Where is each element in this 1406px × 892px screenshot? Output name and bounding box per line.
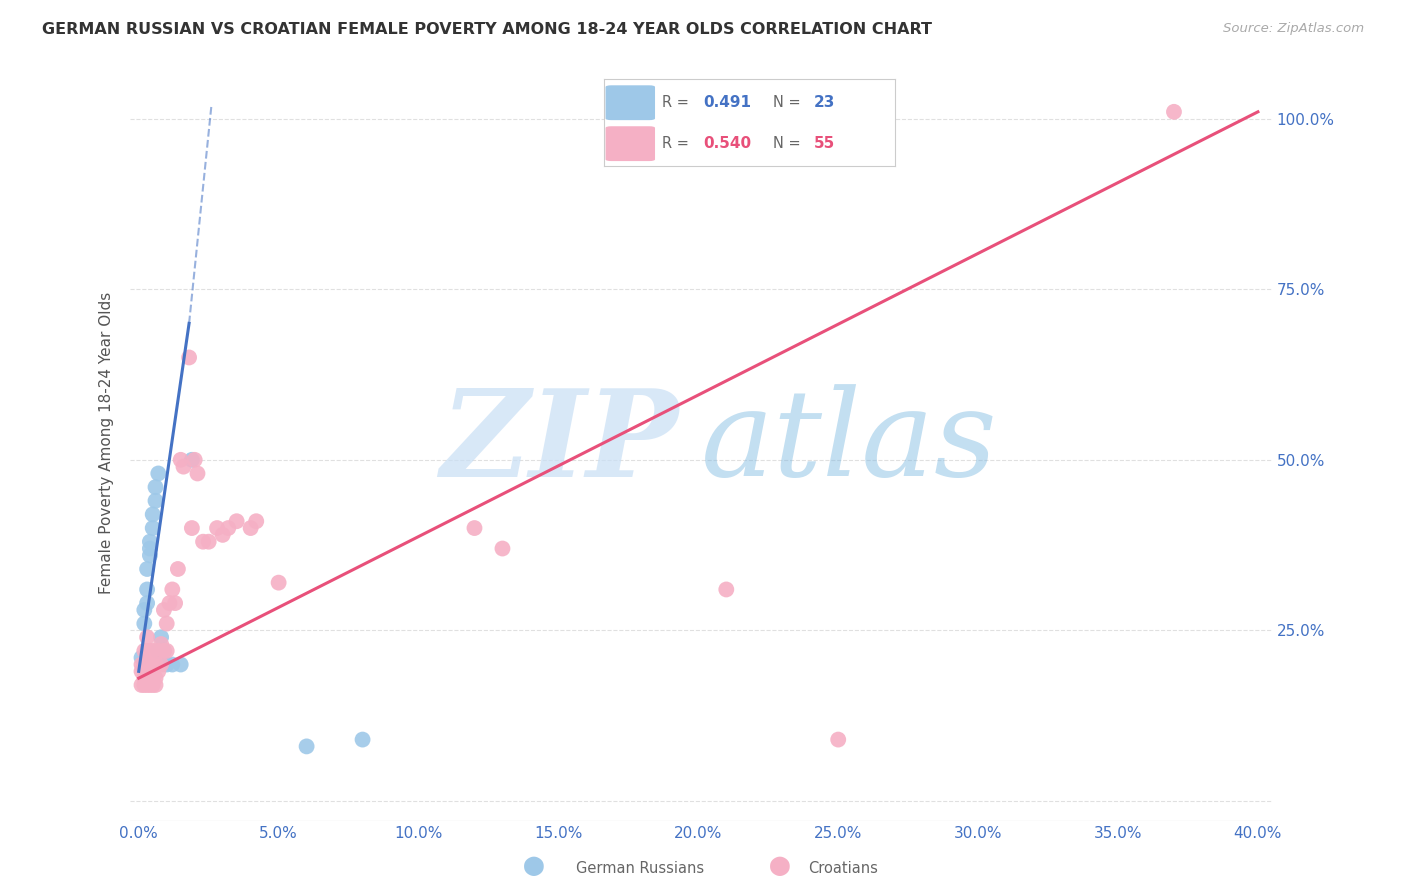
Point	[150, 637, 173, 651]
Point	[177, 351, 200, 365]
Point	[156, 616, 179, 631]
Point	[827, 732, 849, 747]
Point	[139, 671, 162, 685]
Point	[180, 452, 202, 467]
Point	[139, 534, 162, 549]
Point	[136, 582, 159, 597]
Point	[267, 575, 290, 590]
Point	[150, 657, 173, 672]
Text: ⬤: ⬤	[523, 856, 546, 876]
Point	[162, 657, 184, 672]
Point	[716, 582, 738, 597]
Point	[136, 596, 159, 610]
Point	[153, 644, 176, 658]
Point	[139, 549, 162, 563]
Point	[170, 452, 193, 467]
Point	[225, 514, 247, 528]
Point	[167, 562, 190, 576]
Point	[145, 480, 167, 494]
Point	[134, 644, 156, 658]
Point	[136, 644, 159, 658]
Point	[145, 671, 167, 685]
Point	[150, 630, 173, 644]
Point	[142, 521, 165, 535]
Point	[463, 521, 485, 535]
Text: ZIP: ZIP	[440, 384, 678, 502]
Point	[165, 596, 187, 610]
Point	[134, 603, 156, 617]
Point	[148, 644, 170, 658]
Point	[186, 467, 208, 481]
Point	[148, 644, 170, 658]
Point	[131, 650, 153, 665]
Point	[136, 630, 159, 644]
Text: atlas: atlas	[702, 384, 998, 501]
Point	[131, 678, 153, 692]
Point	[352, 732, 374, 747]
Text: GERMAN RUSSIAN VS CROATIAN FEMALE POVERTY AMONG 18-24 YEAR OLDS CORRELATION CHAR: GERMAN RUSSIAN VS CROATIAN FEMALE POVERT…	[42, 22, 932, 37]
Point	[145, 678, 167, 692]
Point	[134, 671, 156, 685]
Point	[142, 678, 165, 692]
Point	[156, 644, 179, 658]
Point	[142, 671, 165, 685]
Point	[162, 582, 184, 597]
Point	[197, 534, 219, 549]
Point	[145, 657, 167, 672]
Point	[134, 657, 156, 672]
Point	[134, 678, 156, 692]
Point	[211, 528, 233, 542]
Point	[139, 541, 162, 556]
Point	[153, 603, 176, 617]
Point	[245, 514, 267, 528]
Y-axis label: Female Poverty Among 18-24 Year Olds: Female Poverty Among 18-24 Year Olds	[100, 292, 114, 594]
Point	[173, 459, 195, 474]
Text: ⬤: ⬤	[769, 856, 792, 876]
Point	[156, 657, 179, 672]
Text: German Russians: German Russians	[576, 861, 704, 876]
Point	[136, 671, 159, 685]
Point	[217, 521, 239, 535]
Point	[191, 534, 214, 549]
Point	[153, 644, 176, 658]
Point	[148, 665, 170, 679]
Point	[180, 521, 202, 535]
Point	[1163, 104, 1185, 119]
Point	[142, 657, 165, 672]
Text: Source: ZipAtlas.com: Source: ZipAtlas.com	[1223, 22, 1364, 36]
Point	[295, 739, 318, 754]
Point	[131, 657, 153, 672]
Point	[139, 644, 162, 658]
Point	[205, 521, 228, 535]
Point	[142, 508, 165, 522]
Point	[183, 452, 205, 467]
Point	[131, 665, 153, 679]
Point	[136, 562, 159, 576]
Point	[139, 678, 162, 692]
Point	[170, 657, 193, 672]
Point	[136, 657, 159, 672]
Text: Croatians: Croatians	[808, 861, 879, 876]
Point	[142, 644, 165, 658]
Point	[148, 467, 170, 481]
Point	[136, 678, 159, 692]
Point	[139, 657, 162, 672]
Point	[145, 493, 167, 508]
Point	[239, 521, 262, 535]
Point	[134, 616, 156, 631]
Point	[159, 596, 181, 610]
Point	[491, 541, 513, 556]
